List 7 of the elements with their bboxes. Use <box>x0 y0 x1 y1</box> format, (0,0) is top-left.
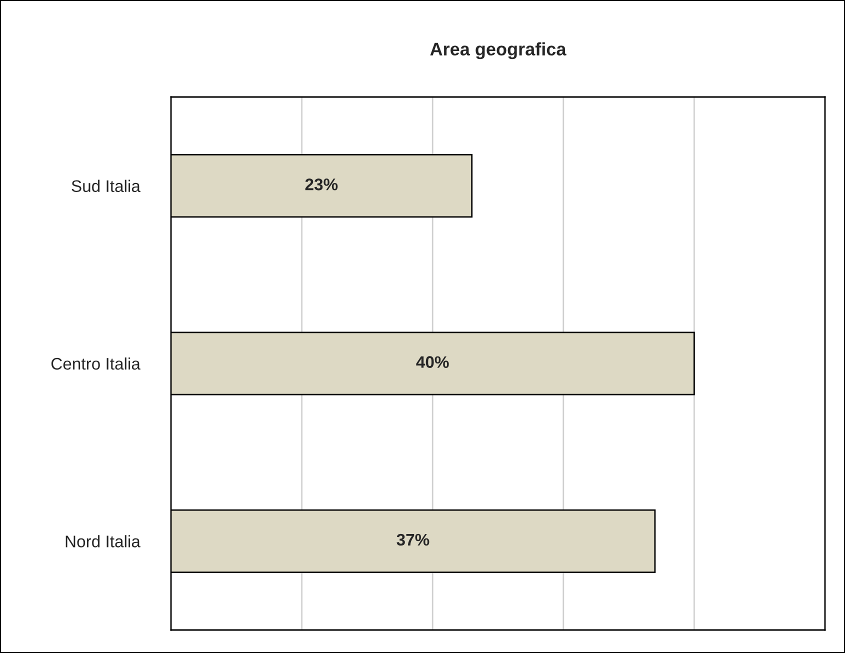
y-tick-label: Sud Italia <box>72 180 140 192</box>
data-label: 23% <box>305 178 338 190</box>
data-label: 40% <box>416 356 449 368</box>
chart-title: Area geografica <box>430 42 566 60</box>
data-label: 37% <box>396 534 430 546</box>
y-tick-label: Centro Italia <box>51 357 140 370</box>
y-tick-label: Nord Italia <box>66 535 140 548</box>
